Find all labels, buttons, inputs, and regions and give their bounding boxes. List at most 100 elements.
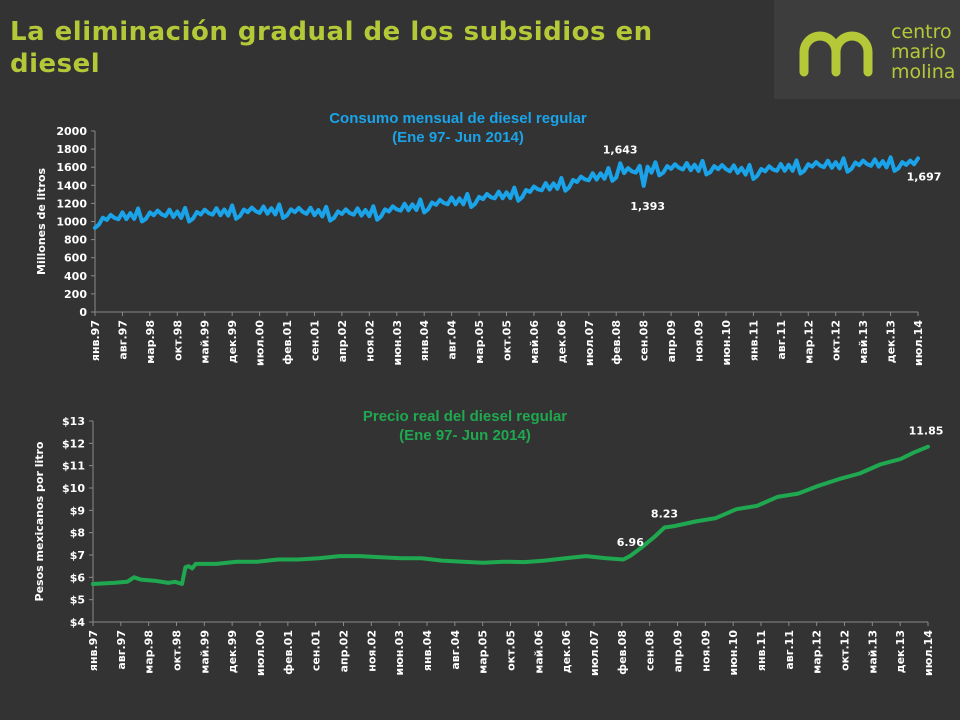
y-tick-label: 200 — [64, 288, 87, 301]
consumption-chart: Consumo mensual de diesel regular (Ene 97… — [35, 110, 942, 366]
page-title-line1: La eliminación gradual de los subsidios … — [10, 17, 653, 47]
x-tick-label: сен.08 — [638, 320, 651, 361]
y-tick-label: $8 — [70, 527, 85, 540]
y-tick-label: 1600 — [56, 161, 87, 174]
x-tick-label: апр.02 — [338, 630, 351, 672]
y-tick-label: $6 — [70, 571, 86, 584]
x-tick-label: мар.05 — [477, 630, 490, 674]
x-tick-label: фев.08 — [610, 320, 623, 365]
y-tick-label: 2000 — [56, 125, 87, 138]
price-chart: Precio real del diesel regular (Ene 97- J… — [33, 408, 943, 676]
x-tick-label: ноя.09 — [693, 320, 706, 362]
y-tick-label: $12 — [62, 437, 85, 450]
logo-line-3: molina — [891, 61, 956, 83]
x-tick-label: дек.06 — [560, 630, 573, 674]
x-tick-label: мар.12 — [802, 320, 815, 364]
y-tick-label: 1000 — [56, 216, 87, 229]
x-tick-label: авг.97 — [116, 320, 129, 360]
logo: centro mario molina — [774, 0, 960, 99]
x-tick-label: июл.07 — [583, 320, 596, 366]
x-tick-label: окт.05 — [505, 630, 518, 671]
x-tick-label: апр.09 — [665, 320, 678, 362]
x-tick-label: сен.01 — [308, 320, 321, 361]
x-tick-label: авг.04 — [446, 320, 459, 360]
x-tick-label: дек.06 — [555, 320, 568, 364]
logo-line-2: mario — [891, 41, 946, 63]
x-tick-label: ноя.09 — [699, 630, 712, 672]
data-label: 6.96 — [617, 536, 644, 549]
x-tick-label: окт.98 — [171, 320, 184, 361]
y-axis-label: Millones de litros — [35, 168, 48, 275]
chart-title-line2: (Ene 97- Jun 2014) — [392, 129, 524, 146]
logo-line-1: centro — [891, 21, 952, 43]
y-tick-label: $5 — [70, 594, 85, 607]
y-tick-label: $10 — [62, 482, 85, 495]
x-tick-label: июн.10 — [720, 320, 733, 366]
y-tick-label: $13 — [62, 415, 85, 428]
data-label: 1,697 — [907, 170, 942, 183]
x-tick-label: июн.03 — [391, 320, 404, 366]
chart-title-line2: (Ene 97- Jun 2014) — [399, 427, 531, 444]
x-tick-label: ноя.02 — [363, 320, 376, 362]
x-tick-label: янв.11 — [747, 320, 760, 361]
x-tick-label: мар.98 — [144, 320, 157, 364]
data-label: 1,643 — [603, 143, 638, 156]
x-tick-label: июн.03 — [393, 630, 406, 676]
y-tick-label: $4 — [70, 616, 86, 629]
chart-title-line1: Consumo mensual de diesel regular — [329, 110, 587, 127]
x-tick-label: июл.14 — [912, 320, 925, 366]
x-tick-label: мар.98 — [143, 630, 156, 674]
x-tick-label: фев.08 — [616, 630, 629, 675]
x-tick-label: окт.98 — [171, 630, 184, 671]
x-tick-label: дек.99 — [226, 630, 239, 673]
x-tick-label: фев.01 — [281, 320, 294, 365]
x-tick-label: июл.00 — [254, 630, 267, 676]
y-tick-label: $9 — [70, 504, 85, 517]
x-tick-label: янв.97 — [89, 320, 102, 361]
x-tick-label: авг.04 — [449, 630, 462, 670]
chart-title-line1: Precio real del diesel regular — [363, 408, 567, 425]
x-tick-label: дек.13 — [885, 320, 898, 363]
x-tick-label: янв.11 — [755, 630, 768, 671]
x-tick-label: июл.07 — [588, 630, 601, 676]
y-tick-label: 1200 — [56, 197, 87, 210]
data-label: 8.23 — [651, 508, 678, 521]
x-tick-label: май.06 — [532, 630, 545, 674]
x-tick-label: сен.01 — [310, 630, 323, 671]
x-tick-label: апр.09 — [672, 630, 685, 672]
y-tick-label: 400 — [64, 270, 87, 283]
x-tick-label: май.13 — [857, 320, 870, 364]
y-tick-label: 800 — [64, 234, 87, 247]
x-tick-label: авг.97 — [115, 630, 128, 670]
y-tick-label: 600 — [64, 252, 87, 265]
x-tick-label: мар.05 — [473, 320, 486, 364]
x-tick-label: май.99 — [199, 320, 212, 364]
x-tick-label: мар.12 — [811, 630, 824, 674]
series-line — [93, 155, 920, 230]
logo-mark-icon — [799, 31, 873, 77]
x-tick-label: янв.04 — [421, 630, 434, 671]
x-tick-label: дек.99 — [226, 320, 239, 363]
x-tick-label: июл.00 — [254, 320, 267, 366]
x-tick-label: окт.05 — [501, 320, 514, 361]
y-axis-label: Pesos mexicanos por litro — [33, 441, 46, 601]
x-tick-label: авг.11 — [783, 630, 796, 670]
x-tick-label: сен.08 — [644, 630, 657, 671]
y-tick-label: 0 — [79, 306, 87, 319]
page-title-line2: diesel — [10, 49, 101, 79]
x-tick-label: янв.97 — [87, 630, 100, 671]
x-tick-label: окт.12 — [839, 630, 852, 671]
x-tick-label: авг.11 — [775, 320, 788, 360]
y-tick-label: $11 — [62, 460, 85, 473]
x-tick-label: апр.02 — [336, 320, 349, 362]
x-tick-label: июл.14 — [922, 630, 935, 676]
x-tick-label: фев.01 — [282, 630, 295, 675]
y-tick-label: $7 — [70, 549, 85, 562]
x-tick-label: май.13 — [866, 630, 879, 674]
y-tick-label: 1400 — [56, 179, 87, 192]
x-tick-label: май.06 — [528, 320, 541, 364]
x-tick-label: ноя.02 — [365, 630, 378, 672]
y-tick-label: 1800 — [56, 143, 87, 156]
page-title: La eliminación gradual de los subsidios … — [10, 16, 730, 80]
x-tick-label: янв.04 — [418, 320, 431, 361]
